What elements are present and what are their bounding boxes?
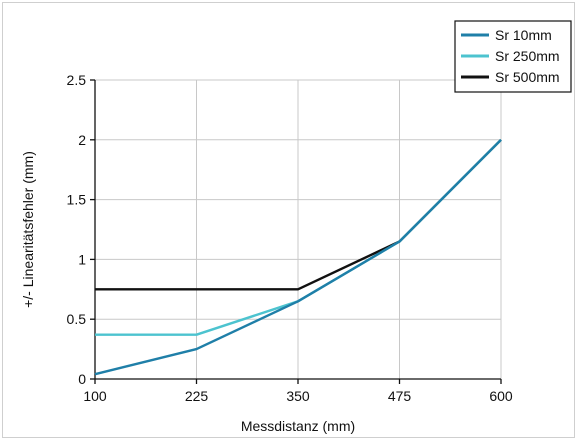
- x-axis-title: Messdistanz (mm): [241, 418, 355, 434]
- y-tick-label: 2.5: [67, 72, 87, 88]
- y-tick-label: 0: [78, 371, 86, 387]
- y-axis-title: +/- Linearitätsfehler (mm): [20, 151, 36, 308]
- x-tick-label: 225: [185, 388, 209, 404]
- y-tick-label: 2: [78, 132, 86, 148]
- axes: [90, 79, 502, 384]
- y-tick-label: 1.5: [67, 192, 87, 208]
- legend: Sr 10mm Sr 250mm Sr 500mm: [454, 20, 572, 93]
- y-tick-label: 0.5: [67, 311, 87, 327]
- series-lines: [94, 138, 502, 376]
- series-line-sr-10mm: [94, 138, 502, 376]
- line-chart: 100 225 350 475 600 0 0.5 1 1.5 2 2.5 Messdistanz …: [20, 20, 572, 434]
- x-tick-label: 350: [286, 388, 310, 404]
- legend-label: Sr 250mm: [495, 48, 560, 64]
- legend-label: Sr 10mm: [495, 27, 552, 43]
- x-tick-label: 475: [388, 388, 412, 404]
- y-tick-label: 1: [78, 251, 86, 267]
- x-tick-label: 100: [83, 388, 107, 404]
- x-tick-label: 600: [489, 388, 513, 404]
- tick-labels: 100 225 350 475 600 0 0.5 1 1.5 2 2.5: [67, 72, 513, 404]
- legend-label: Sr 500mm: [495, 69, 560, 85]
- chart-frame: 100 225 350 475 600 0 0.5 1 1.5 2 2.5 Messdistanz …: [2, 2, 575, 438]
